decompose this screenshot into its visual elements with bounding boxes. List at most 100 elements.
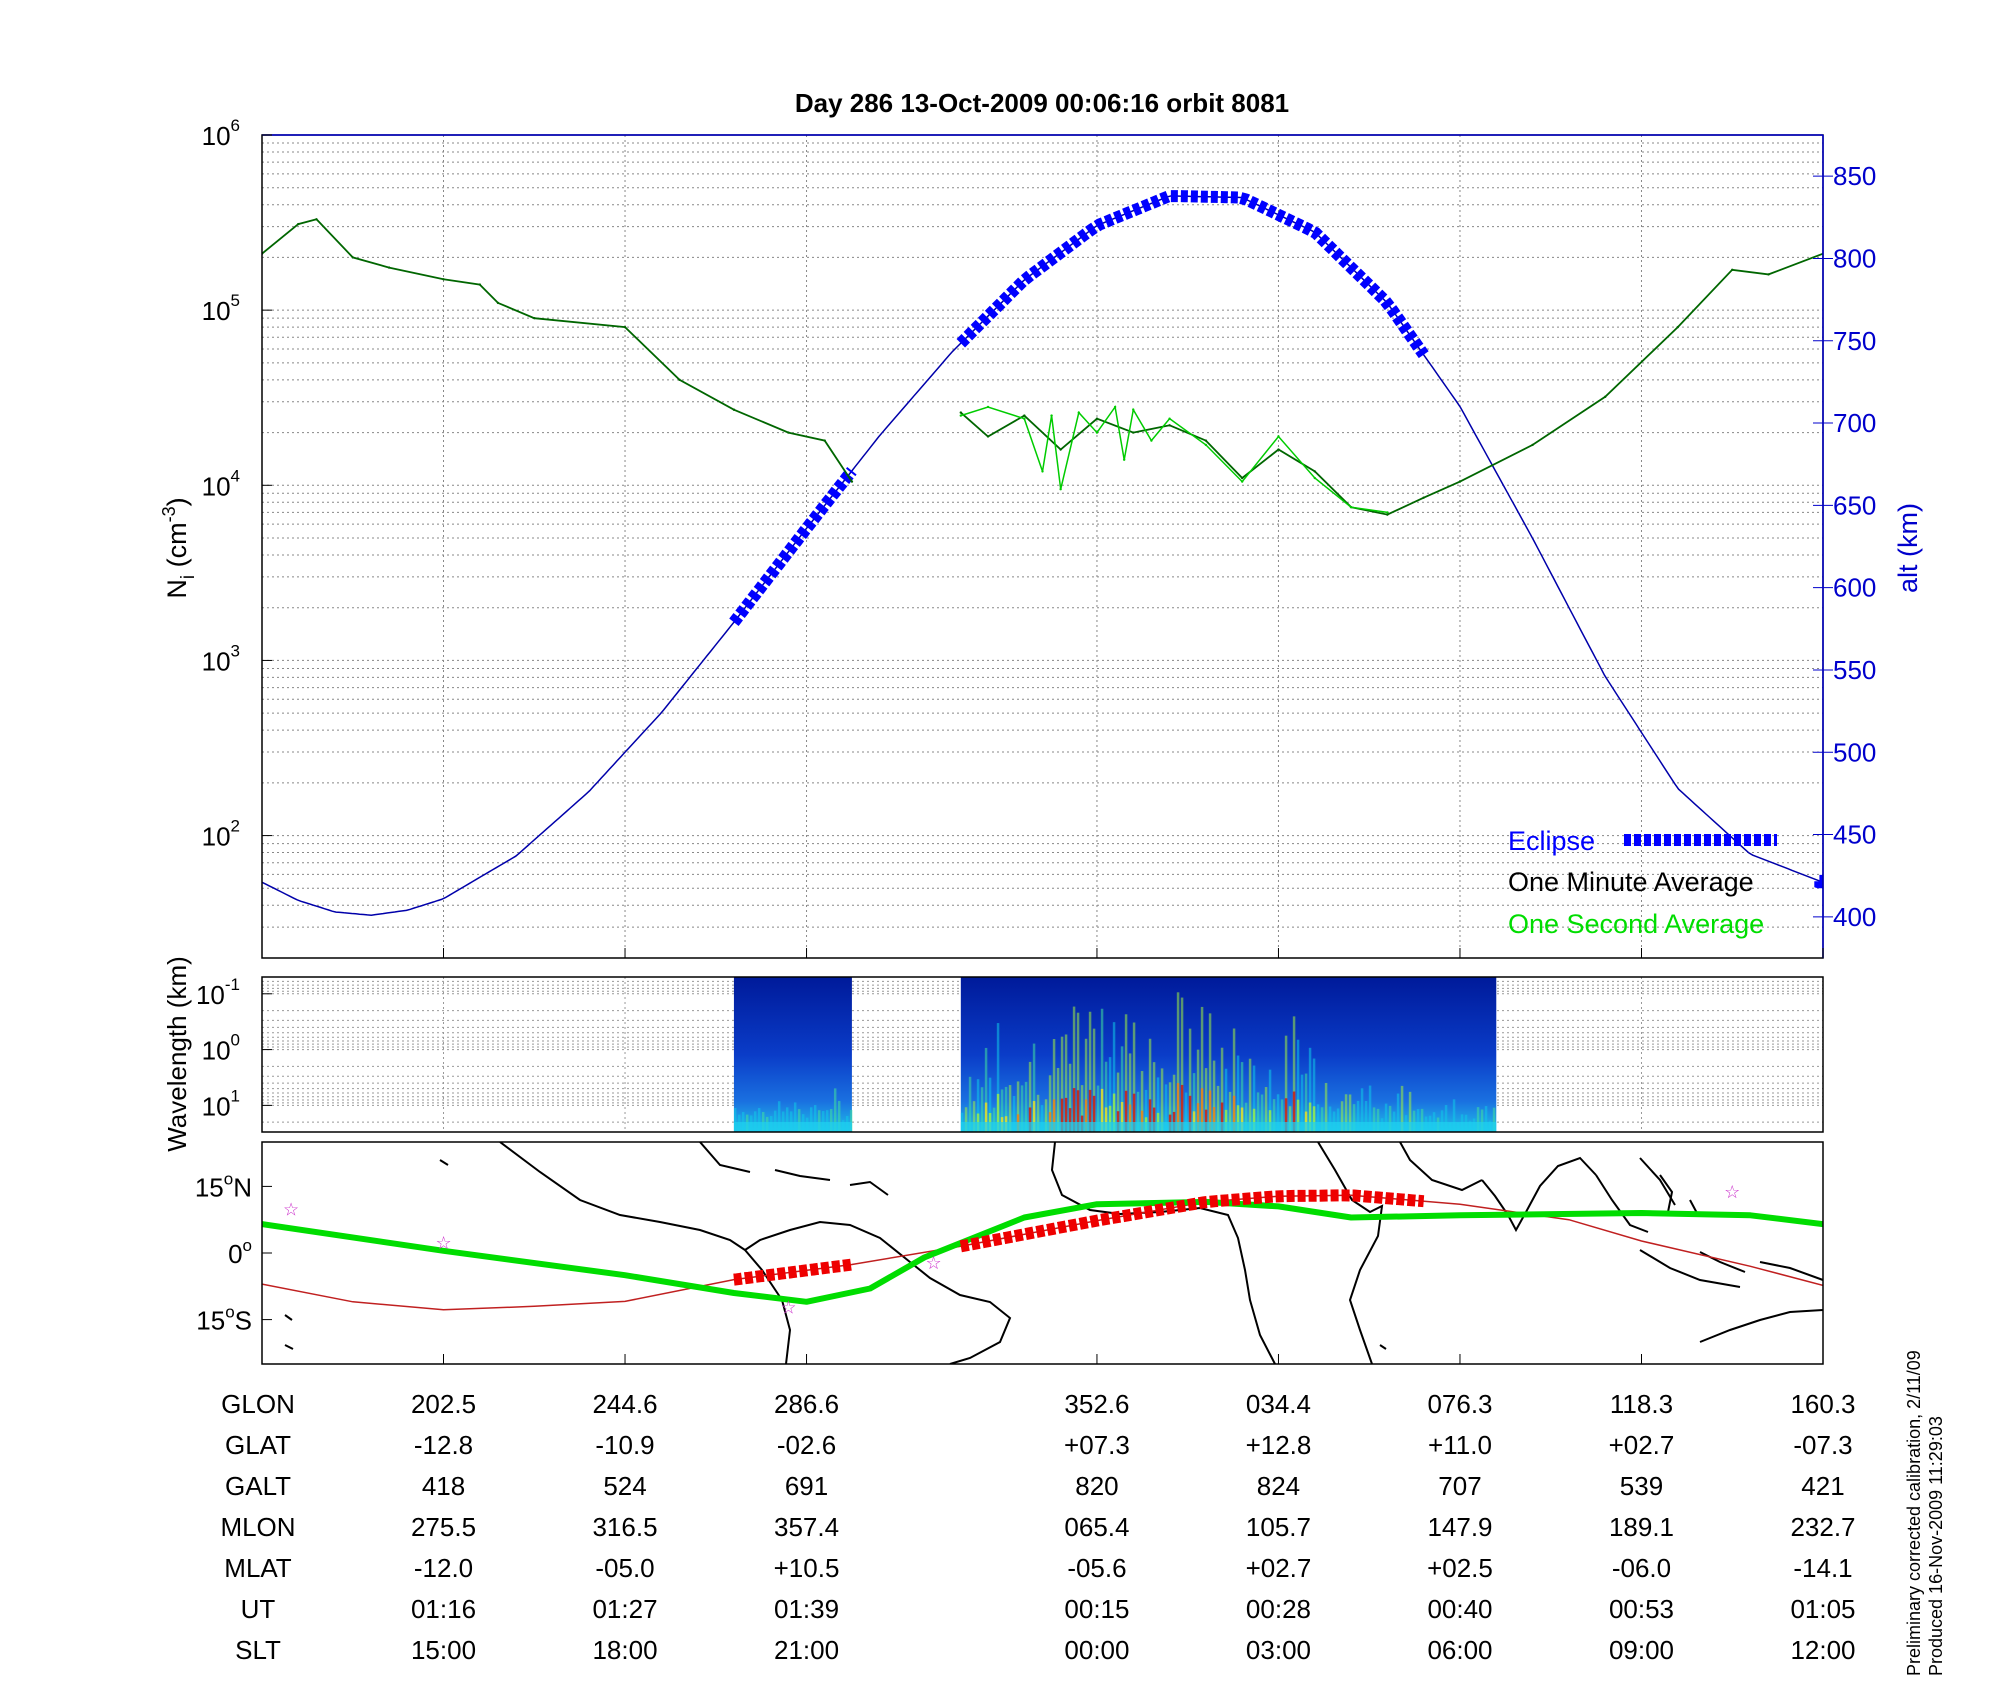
minute-average-line [262,218,853,483]
star-marker: ☆ [926,1253,942,1273]
spectrogram-streak [1088,1011,1092,1132]
spectrogram-streak [1348,1094,1352,1132]
table-cell: 09:00 [1609,1635,1674,1665]
spectrogram-streak-hot [1032,1101,1036,1132]
table-cell: 01:16 [411,1594,476,1624]
map-ytick-label: 0o [228,1236,252,1269]
density-ticks: 1021031041051064004505005506006507007508… [202,116,1876,958]
table-cell: 06:00 [1427,1635,1492,1665]
eclipse-segment [729,467,857,626]
spectrogram-streak [1140,1071,1144,1132]
spectrogram-streak [1004,1086,1008,1132]
density-ytick-label: 102 [202,817,240,852]
spectrogram-streak [1020,1085,1024,1132]
density-point [1113,405,1117,409]
spectrogram-streak-hot [1224,1109,1228,1132]
spectrogram-streak [785,1107,789,1132]
spectrogram-streak [1128,1053,1132,1132]
spectrogram-streak [1224,1068,1228,1132]
density-point [1204,443,1208,447]
spectrogram-streak [1276,1094,1280,1132]
second-average-line [960,405,1388,514]
table-cell: 189.1 [1609,1512,1674,1542]
spectrogram-streak-hot [1240,1107,1244,1132]
density-point [1603,395,1607,399]
table-cell: 275.5 [411,1512,476,1542]
density-point [478,283,482,286]
table-cell: -07.3 [1793,1430,1852,1460]
altitude-ytick-label: 400 [1833,902,1876,932]
spectrogram-streak [1372,1107,1376,1132]
minute-average-line [960,252,1823,516]
altitude-ytick-label: 600 [1833,573,1876,603]
density-point [533,316,536,320]
spectrogram-streak-hot [1092,1095,1096,1132]
table-cell: 00:40 [1427,1594,1492,1624]
spectrogram-streak [825,1110,829,1132]
spectrogram-streak-hot [1104,1107,1108,1132]
spectrogram-blocks [733,977,1497,1132]
spectrogram-streak [1120,1046,1124,1132]
spectrogram-streak [773,1110,777,1132]
spectrogram-streak [1296,1039,1300,1132]
table-cell: +07.3 [1064,1430,1130,1460]
spectrogram-streak [1204,1068,1208,1132]
spectrogram-streak [1364,1101,1368,1132]
spectrogram-streak [1420,1108,1424,1132]
lat-number: 15 [196,1306,225,1336]
density-point [1077,411,1081,414]
table-cell: 01:05 [1790,1594,1855,1624]
table-cell: 00:00 [1064,1635,1129,1665]
chart-title: Day 286 13-Oct-2009 00:06:16 orbit 8081 [795,88,1289,118]
spectrogram-streak [1392,1111,1396,1132]
spectrogram-streak [1184,1092,1188,1132]
spectrogram-streak [1328,1106,1332,1132]
density-point [1168,417,1171,420]
altitude-ytick-label: 650 [1833,490,1876,520]
spectrogram-streak-hot [1236,1105,1240,1132]
tick-exponent: 5 [231,291,240,310]
spectrogram-streak-hot [1072,1088,1076,1132]
spectrogram-streak [1132,1022,1136,1132]
ephemeris-table: GLON GLAT GALT MLON MLAT UT SLT 202.5 -12.8 418 27… [220,1389,1855,1665]
spectrogram-streak [1156,1077,1160,1132]
coast-africa-east [1317,1142,1384,1364]
density-point [442,278,445,281]
spectrogram-streak-hot [1100,1088,1104,1132]
density-point [959,411,963,414]
density-point [1059,448,1062,451]
density-ytick-label: 103 [202,641,240,676]
spectrogram-streak [1108,1057,1112,1132]
spectrogram-streak [789,1111,793,1132]
spectrogram-streak [1440,1110,1444,1132]
spectrogram-streak [1400,1085,1404,1132]
spectrogram-streak [1192,1073,1196,1132]
coast-indonesia [1639,1249,1823,1288]
tick-base: 10 [196,980,225,1010]
table-cell: 03:00 [1246,1635,1311,1665]
spectrogram-streak [837,1100,841,1132]
spectrogram-streak-hot [1292,1091,1296,1132]
density-point [1132,431,1135,434]
footnote-line-2: Produced 16-Nov-2009 11:29:03 [1926,1416,1946,1676]
density-panel: 1021031041051064004505005506006507007508… [159,116,1923,959]
spectrogram-streak-hot [984,1102,988,1132]
spectrogram-streak-hot [1172,1111,1176,1132]
spectrogram-streak-hot [1180,1084,1184,1132]
lat-degree: o [243,1236,252,1255]
spectrogram-streak [1008,1085,1012,1132]
spectrogram-streak [753,1111,757,1132]
table-cell: -12.0 [414,1553,473,1583]
map-ytick-label: 15oS [196,1303,252,1336]
coast-australia [1699,1309,1823,1343]
spectrogram-streak [1160,1068,1164,1132]
spectrogram-streak [1280,1099,1284,1132]
table-cell: -06.0 [1612,1553,1671,1583]
table-row-label: SLT [235,1635,281,1665]
table-cell: 21:00 [774,1635,839,1665]
density-series [262,190,1823,916]
spectrogram-streak [833,1088,837,1132]
table-cell: 524 [603,1471,646,1501]
spectrogram-streak [1052,1038,1056,1132]
